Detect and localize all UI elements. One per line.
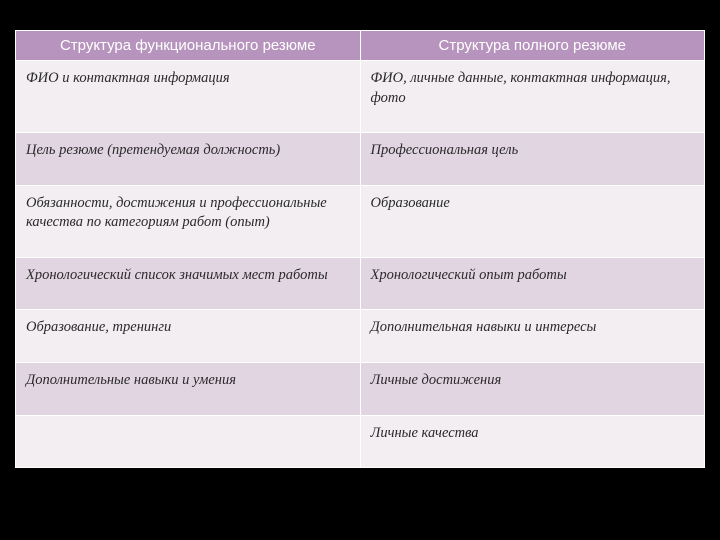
cell: Цель резюме (претендуемая должность) xyxy=(16,133,361,186)
cell: ФИО и контактная информация xyxy=(16,61,361,133)
cell xyxy=(16,415,361,468)
cell: Обязанности, достижения и профессиональн… xyxy=(16,185,361,257)
table-row: ФИО и контактная информация ФИО, личные … xyxy=(16,61,705,133)
column-header-functional: Структура функционального резюме xyxy=(16,31,361,61)
cell: Дополнительная навыки и интересы xyxy=(360,310,705,363)
table-row: Дополнительные навыки и умения Личные до… xyxy=(16,362,705,415)
cell: ФИО, личные данные, контактная информаци… xyxy=(360,61,705,133)
table-row: Цель резюме (претендуемая должность) Про… xyxy=(16,133,705,186)
table-row: Хронологический список значимых мест раб… xyxy=(16,257,705,310)
table-row: Образование, тренинги Дополнительная нав… xyxy=(16,310,705,363)
comparison-table: Структура функционального резюме Структу… xyxy=(15,30,705,468)
cell: Дополнительные навыки и умения xyxy=(16,362,361,415)
cell: Хронологический опыт работы xyxy=(360,257,705,310)
table-header-row: Структура функционального резюме Структу… xyxy=(16,31,705,61)
column-header-full: Структура полного резюме xyxy=(360,31,705,61)
cell: Личные достижения xyxy=(360,362,705,415)
cell: Хронологический список значимых мест раб… xyxy=(16,257,361,310)
comparison-table-wrap: Структура функционального резюме Структу… xyxy=(15,30,705,468)
cell: Образование, тренинги xyxy=(16,310,361,363)
cell: Профессиональная цель xyxy=(360,133,705,186)
cell: Личные качества xyxy=(360,415,705,468)
cell: Образование xyxy=(360,185,705,257)
table-row: Личные качества xyxy=(16,415,705,468)
table-row: Обязанности, достижения и профессиональн… xyxy=(16,185,705,257)
